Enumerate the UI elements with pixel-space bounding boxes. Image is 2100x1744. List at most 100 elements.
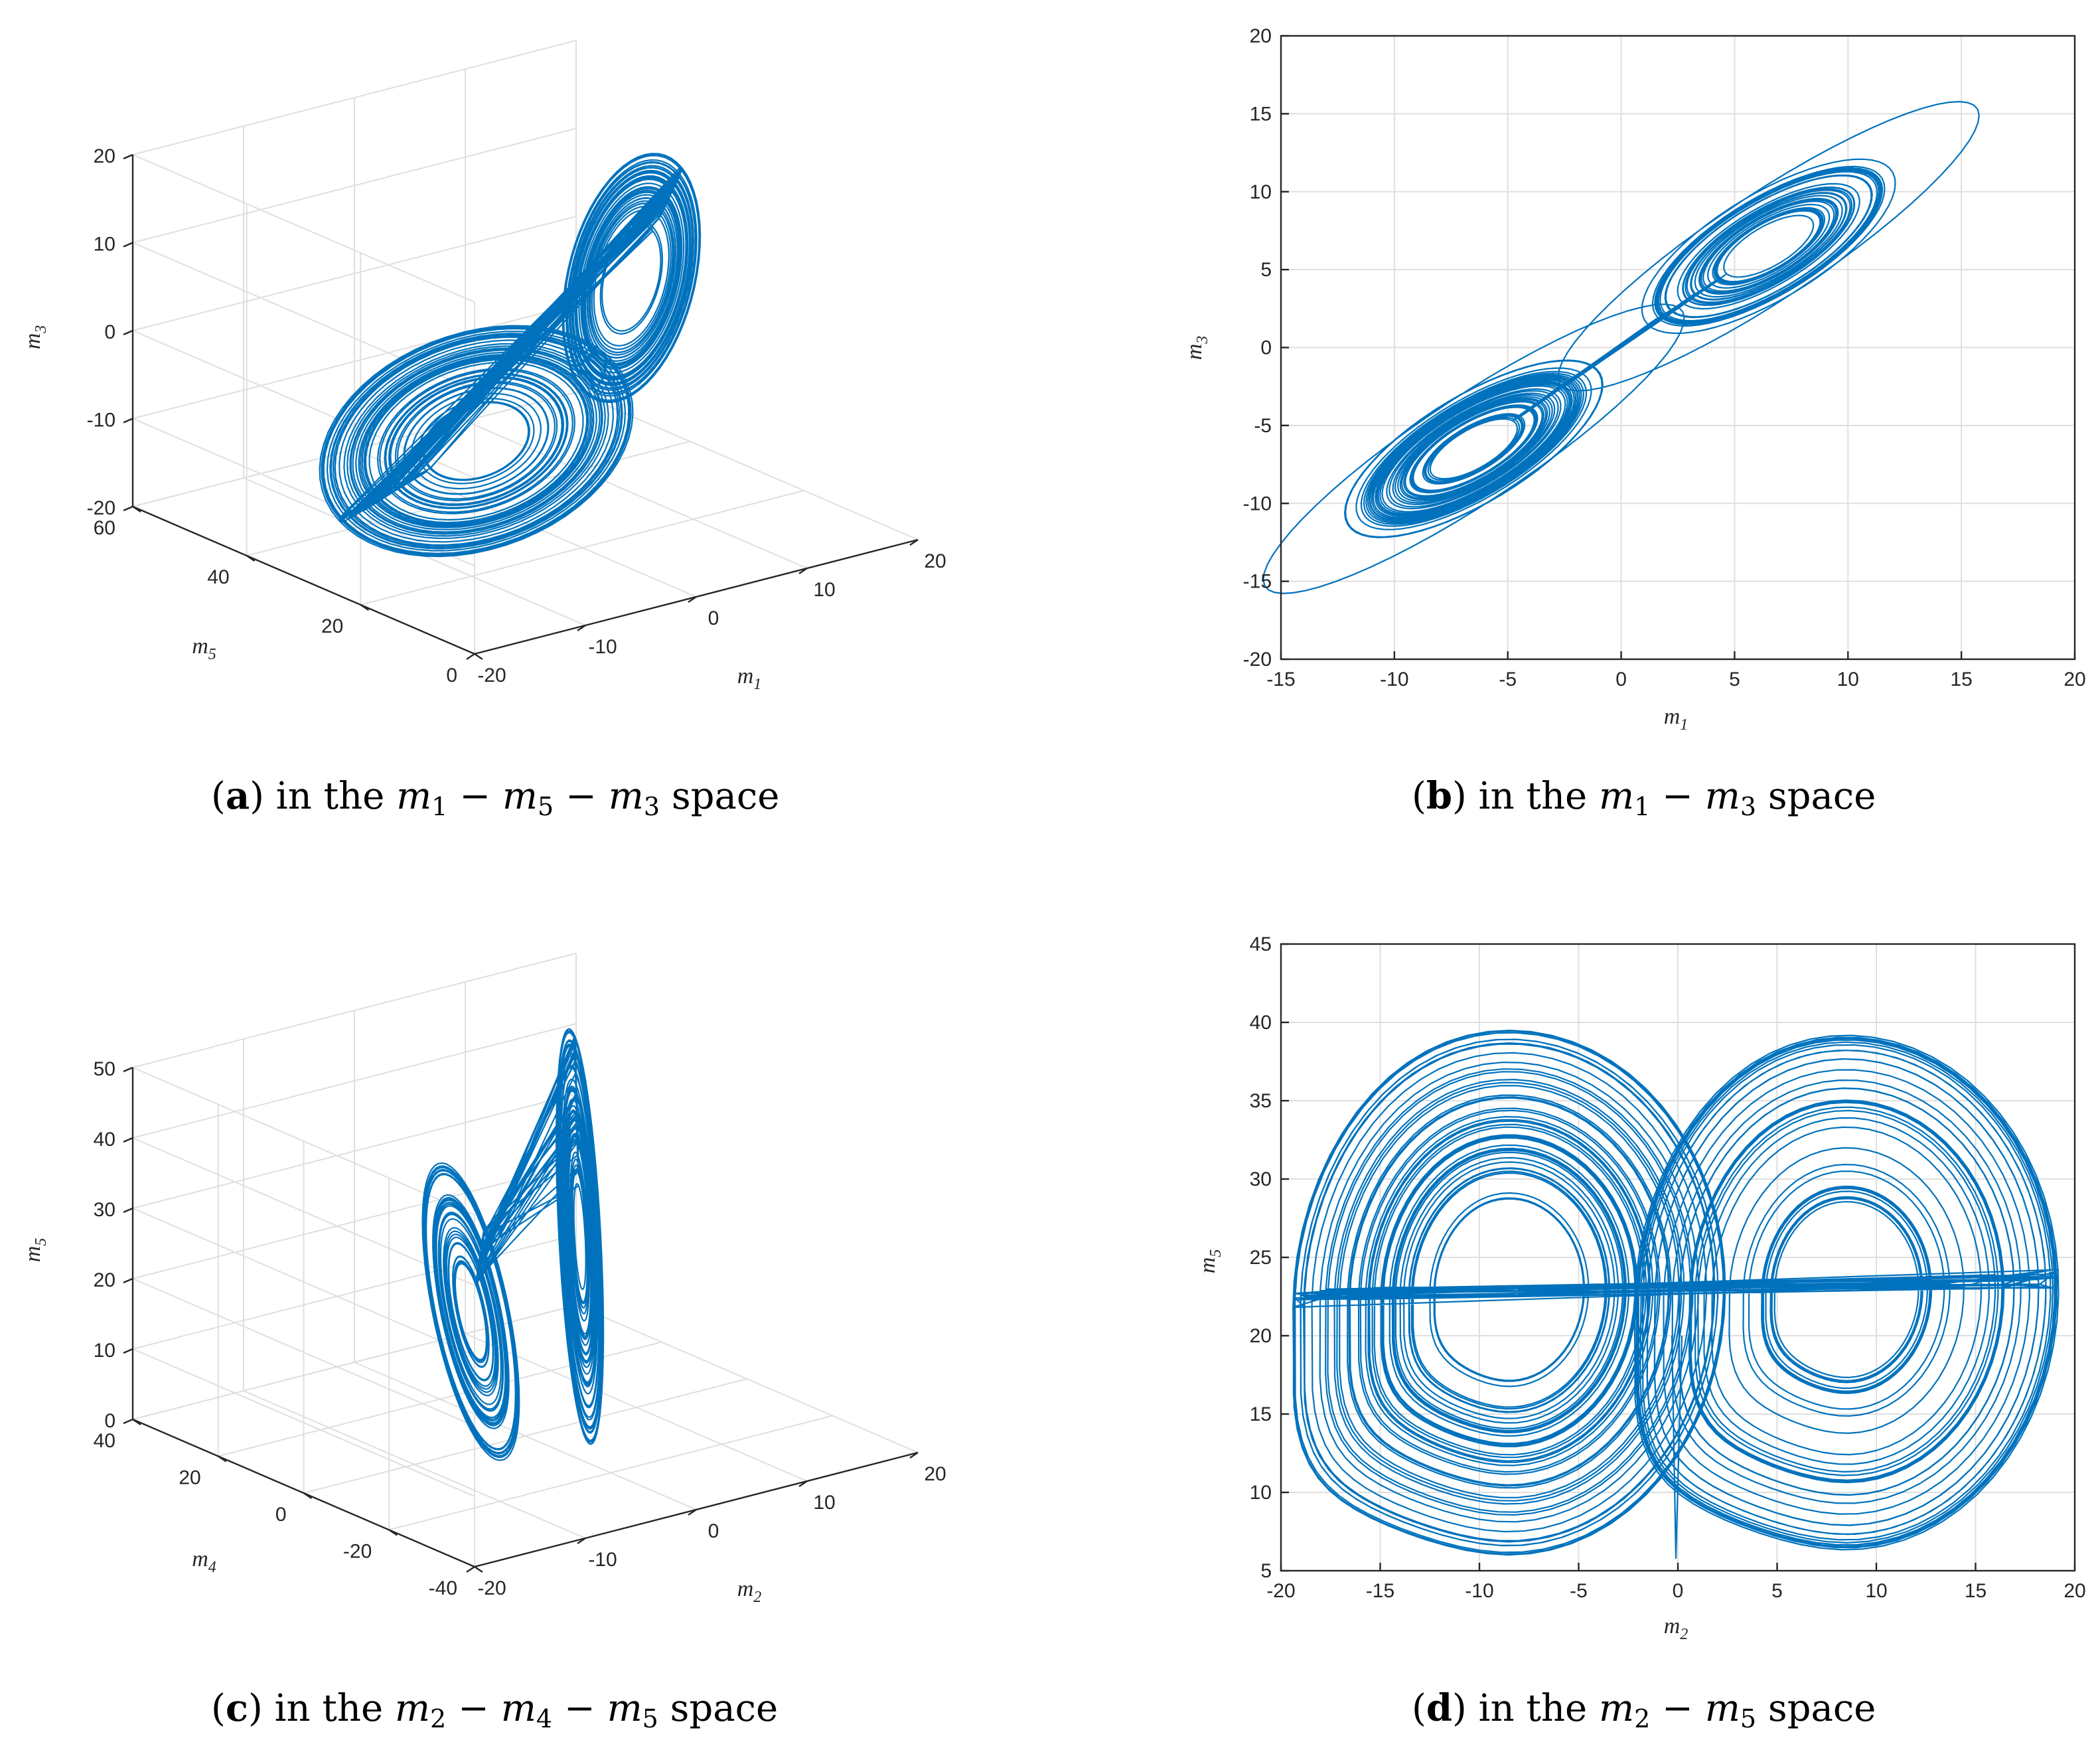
x-tick-label: -20 bbox=[477, 1577, 506, 1599]
y-tick-label: 40 bbox=[1250, 1012, 1272, 1034]
series-trajectory bbox=[1292, 1030, 2060, 1559]
y-tick-label: 40 bbox=[94, 1430, 115, 1452]
y-tick-label: -15 bbox=[1243, 571, 1272, 593]
y-axis-label: m5 bbox=[1195, 1249, 1225, 1274]
wall-grid-z bbox=[132, 1137, 475, 1286]
floor-grid-x bbox=[575, 392, 919, 540]
x-tick bbox=[577, 625, 586, 631]
y-tick-label: 30 bbox=[1250, 1168, 1272, 1190]
x-tick-label: 20 bbox=[924, 550, 946, 572]
x-tick-label: 5 bbox=[1771, 1580, 1783, 1602]
z-tick-label: 40 bbox=[94, 1129, 115, 1150]
y-tick bbox=[474, 653, 483, 660]
x-tick-label: 10 bbox=[813, 1492, 835, 1514]
z-tick bbox=[123, 1137, 133, 1143]
x-axis-label: m2 bbox=[1664, 1614, 1688, 1643]
z-axis-label-text: m3 bbox=[21, 325, 50, 350]
x-tick bbox=[577, 1538, 586, 1544]
y-tick-label: 40 bbox=[207, 566, 229, 588]
x-tick-label: -15 bbox=[1266, 669, 1295, 690]
x-tick bbox=[466, 653, 475, 660]
series-trajectory bbox=[421, 1028, 605, 1461]
wall-grid-z bbox=[132, 1208, 475, 1356]
x-tick bbox=[688, 1509, 697, 1516]
y-tick bbox=[303, 1492, 313, 1499]
series-trajectory bbox=[1262, 101, 1980, 594]
x-tick-label: 20 bbox=[2063, 1580, 2085, 1602]
x-axis-label: m2 bbox=[737, 1577, 762, 1606]
z-tick-label: 10 bbox=[94, 234, 115, 256]
z-tick bbox=[123, 1066, 133, 1073]
y-tick-label: 10 bbox=[1250, 1482, 1272, 1504]
x-tick bbox=[798, 568, 808, 574]
z-tick-label: -20 bbox=[87, 497, 115, 519]
wall-grid-z bbox=[132, 242, 475, 391]
floor-grid-y bbox=[389, 1415, 833, 1531]
y-tick bbox=[474, 1566, 483, 1573]
z-tick bbox=[123, 153, 133, 160]
z-tick-label: 0 bbox=[104, 321, 115, 343]
x-tick-label: -5 bbox=[1499, 669, 1517, 690]
y-tick bbox=[132, 1419, 141, 1425]
y-tick bbox=[388, 1529, 398, 1536]
z-tick bbox=[123, 1277, 133, 1284]
x-tick-label: 0 bbox=[708, 1520, 719, 1542]
y-tick-label: 15 bbox=[1250, 103, 1272, 125]
x-tick-label: 10 bbox=[1837, 669, 1859, 690]
x-axis-label-text: m2 bbox=[1664, 1614, 1688, 1643]
wall-grid-z bbox=[132, 40, 577, 155]
z-tick-label: 50 bbox=[94, 1058, 115, 1080]
x-tick-label: 15 bbox=[1950, 669, 1972, 690]
wall-grid-z bbox=[132, 1093, 577, 1209]
y-tick-label: 5 bbox=[1260, 259, 1272, 281]
x-tick-label: 20 bbox=[924, 1463, 946, 1485]
captions: (a) in the m1 − m5 − m3 space (b) in the … bbox=[211, 774, 1876, 1733]
y-axis-label: m5 bbox=[192, 634, 216, 663]
caption-b: (b) in the m1 − m3 space bbox=[1412, 774, 1876, 821]
y-tick-label: 25 bbox=[1250, 1247, 1272, 1269]
z-tick bbox=[123, 1207, 133, 1214]
z-tick bbox=[123, 1418, 133, 1425]
x-tick bbox=[798, 1480, 808, 1487]
x-tick-label: 0 bbox=[1673, 1580, 1684, 1602]
x-tick-label: -5 bbox=[1570, 1580, 1588, 1602]
wall-grid-z bbox=[132, 1278, 475, 1427]
x-tick-label: 20 bbox=[2063, 669, 2085, 690]
z-tick bbox=[123, 1348, 133, 1354]
x-tick bbox=[688, 596, 697, 603]
x-tick-label: 0 bbox=[708, 607, 719, 629]
y-axis-label-text: m4 bbox=[192, 1547, 216, 1576]
z-tick bbox=[123, 505, 133, 512]
x-tick bbox=[466, 1566, 475, 1573]
y-tick-label: 0 bbox=[446, 665, 457, 686]
y-tick-label: 20 bbox=[1250, 1325, 1272, 1347]
y-tick-label: -10 bbox=[1243, 493, 1272, 515]
caption-c: (c) in the m2 − m4 − m5 space bbox=[211, 1686, 778, 1733]
x-axis-label: m1 bbox=[737, 664, 762, 693]
wall-grid-z bbox=[132, 1023, 577, 1139]
x-tick-label: 5 bbox=[1729, 669, 1740, 690]
panel-d-2d-plot: -20 -15 -10 -5 0 5 10 15 20 5 10 15 20 25 30 35 40 45 m2 m5 bbox=[1195, 933, 2086, 1643]
z-tick-label: 0 bbox=[104, 1410, 115, 1432]
y-axis-label-text: m5 bbox=[1195, 1249, 1225, 1274]
x-axis-label: m1 bbox=[1664, 704, 1688, 734]
z-tick-label: 10 bbox=[94, 1340, 115, 1362]
series-trajectory bbox=[319, 153, 702, 558]
x-axis-label-text: m1 bbox=[737, 664, 762, 693]
z-axis-label: m3 bbox=[21, 325, 50, 350]
caption-d: (d) in the m2 − m5 space bbox=[1412, 1686, 1876, 1733]
wall-grid-z bbox=[132, 1164, 577, 1279]
wall-grid-z bbox=[132, 154, 475, 303]
z-tick bbox=[123, 329, 133, 336]
z-tick-label: 30 bbox=[94, 1199, 115, 1221]
y-tick-label: -20 bbox=[1243, 649, 1272, 671]
x-tick-label: -20 bbox=[1266, 1580, 1295, 1602]
x-tick bbox=[909, 539, 919, 546]
y-tick-label: 20 bbox=[321, 615, 343, 637]
x-tick-label: 15 bbox=[1965, 1580, 1987, 1602]
y-axis-label: m4 bbox=[192, 1547, 216, 1576]
z-tick bbox=[123, 418, 133, 424]
x-tick-label: 10 bbox=[813, 579, 835, 601]
x-axis-label-text: m2 bbox=[737, 1577, 762, 1606]
